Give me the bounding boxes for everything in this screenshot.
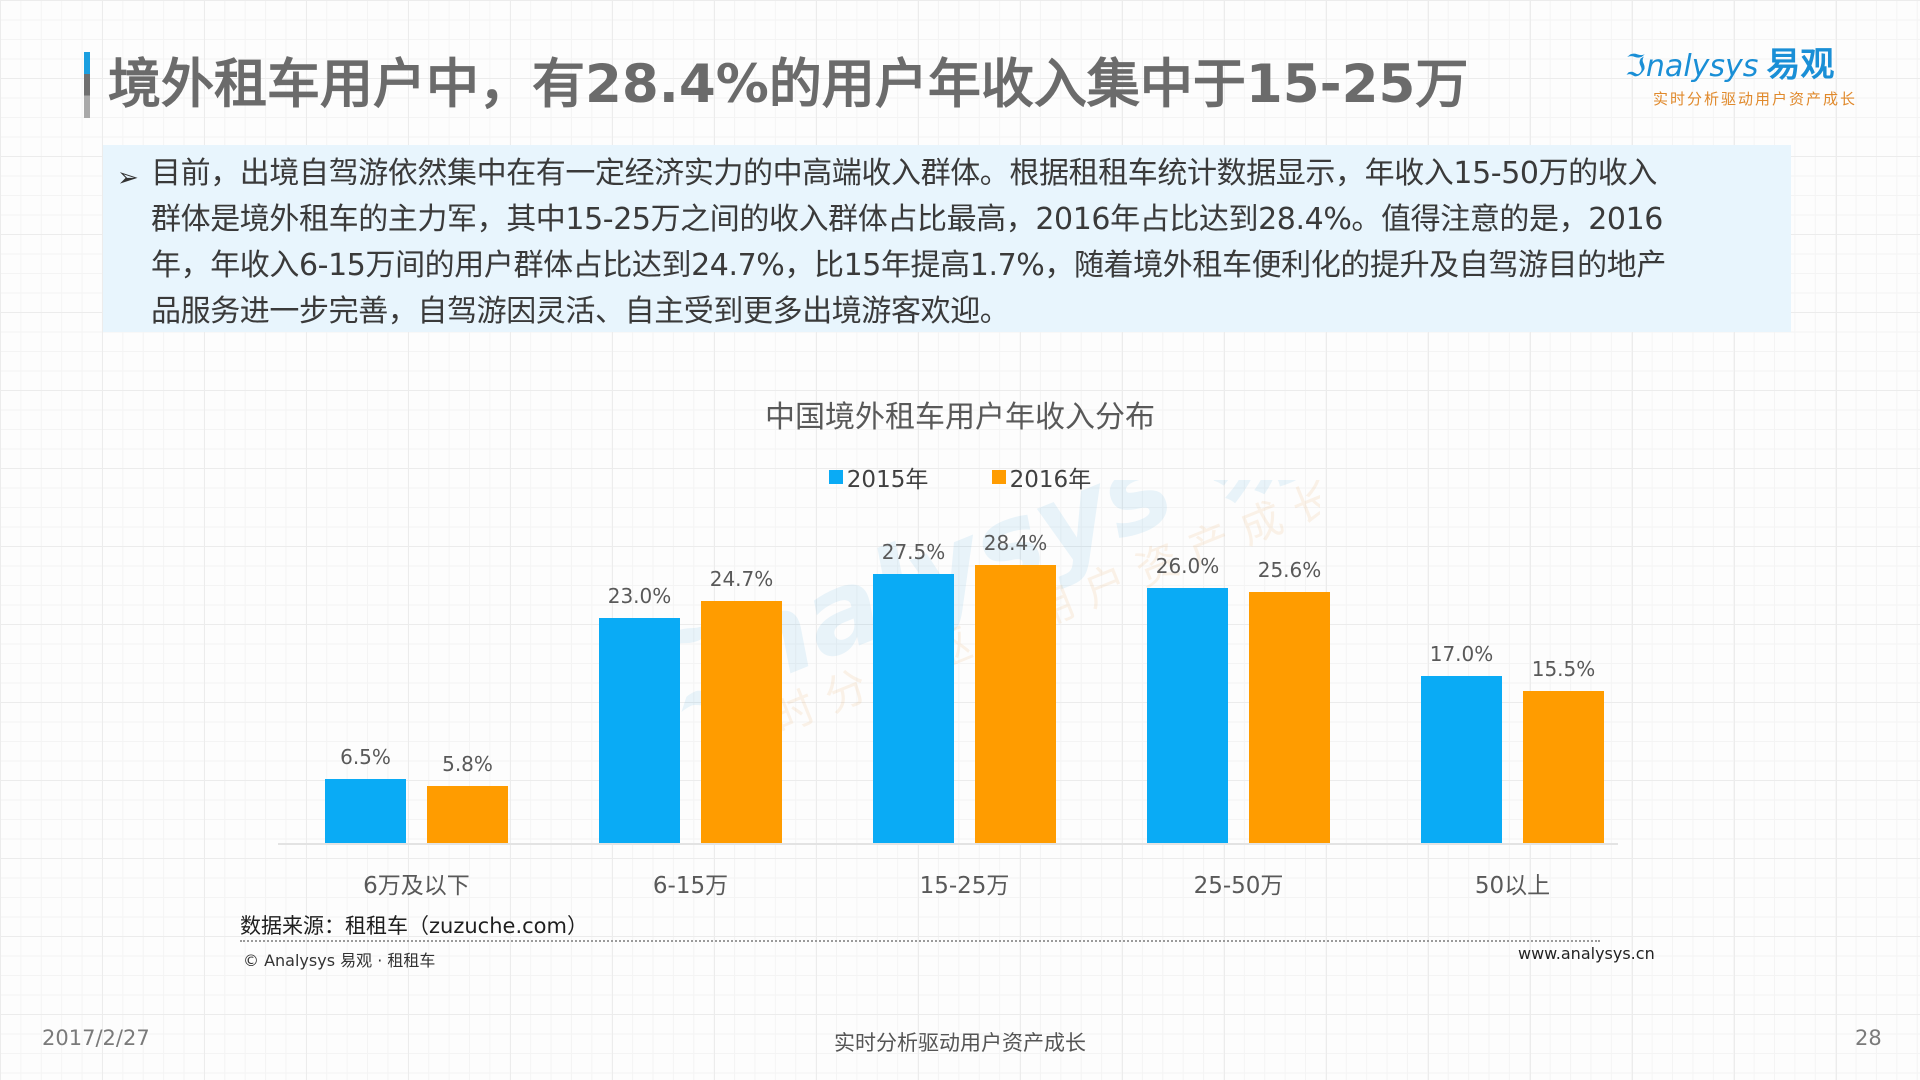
bar-2015	[1421, 676, 1502, 843]
bar-2016	[975, 564, 1056, 843]
x-axis-category-label: 6万及以下	[363, 873, 470, 899]
x-axis-category-label: 6-15万	[652, 873, 729, 899]
page-number: 28	[1855, 1026, 1882, 1050]
legend-label-2015: 2015年	[846, 467, 929, 493]
summary-text: 目前，出境自驾游依然集中在有一定经济实力的中高端收入群体。根据租租车统计数据显示…	[151, 151, 1783, 335]
analysys-logo: ℑnalysys 易观 实时分析驱动用户资产成长	[1625, 44, 1875, 114]
bar-2015	[325, 779, 406, 843]
logo-brand-en: ℑnalysys	[1625, 49, 1759, 84]
summary-line: 年，年收入6-15万间的用户群体占比达到24.7%，比15年提高1.7%，随着境…	[151, 248, 1666, 283]
bar-value-label: 24.7%	[709, 566, 774, 591]
summary-box: ➢ 目前，出境自驾游依然集中在有一定经济实力的中高端收入群体。根据租租车统计数据…	[103, 145, 1791, 332]
logo-tagline: 实时分析驱动用户资产成长	[1653, 90, 1858, 108]
title-accent-bar	[84, 52, 90, 118]
bar-2015	[1147, 588, 1228, 843]
bar-2016	[427, 786, 508, 843]
chart-x-axis-line	[278, 843, 1618, 845]
page-title: 境外租车用户中，有28.4%的用户年收入集中于15-25万	[108, 54, 1469, 115]
bar-2016	[1249, 592, 1330, 843]
legend-item-2015: 2015年	[828, 460, 929, 494]
legend-swatch-2015	[828, 470, 843, 484]
bar-value-label: 15.5%	[1531, 657, 1596, 682]
website-url: www.analysys.cn	[1518, 944, 1655, 963]
bar-2015	[873, 573, 954, 843]
bar-2016	[1523, 691, 1604, 843]
chart-title: 中国境外租车用户年收入分布	[765, 400, 1155, 435]
legend-label-2016: 2016年	[1009, 467, 1092, 493]
data-source: 数据来源：租租车（zuzuche.com）	[240, 914, 588, 938]
source-divider	[240, 940, 1600, 942]
bar-value-label: 28.4%	[983, 530, 1048, 555]
arrow-bullet-icon: ➢	[117, 163, 139, 193]
bar-2016	[701, 600, 782, 843]
x-axis-category-label: 25-50万	[1193, 873, 1284, 899]
bar-value-label: 27.5%	[881, 539, 946, 564]
logo-brand-cn: 易观	[1766, 45, 1835, 85]
bar-value-label: 26.0%	[1155, 554, 1220, 579]
bar-value-label: 17.0%	[1429, 642, 1494, 667]
x-axis-category-label: 50以上	[1474, 873, 1551, 899]
summary-line: 品服务进一步完善，自驾游因灵活、自主受到更多出境游客欢迎。	[151, 294, 1010, 329]
bar-value-label: 23.0%	[607, 583, 672, 608]
bar-2015	[599, 617, 680, 843]
logo-wordmark: ℑnalysys 易观	[1625, 44, 1834, 86]
legend-swatch-2016	[991, 470, 1006, 484]
legend-item-2016: 2016年	[991, 460, 1092, 494]
footer-date: 2017/2/27	[42, 1026, 150, 1050]
summary-line: 目前，出境自驾游依然集中在有一定经济实力的中高端收入群体。根据租租车统计数据显示…	[151, 156, 1657, 191]
bar-value-label: 6.5%	[340, 745, 391, 770]
copyright: © Analysys 易观 · 租租车	[243, 951, 436, 970]
footer-slogan: 实时分析驱动用户资产成长	[834, 1031, 1086, 1055]
summary-line: 群体是境外租车的主力军，其中15-25万之间的收入群体占比最高，2016年占比达…	[151, 202, 1663, 237]
bar-value-label: 25.6%	[1257, 558, 1322, 583]
x-axis-category-label: 15-25万	[919, 873, 1010, 899]
chart-legend: 2015年 2016年	[0, 460, 1920, 494]
bar-value-label: 5.8%	[442, 752, 493, 777]
